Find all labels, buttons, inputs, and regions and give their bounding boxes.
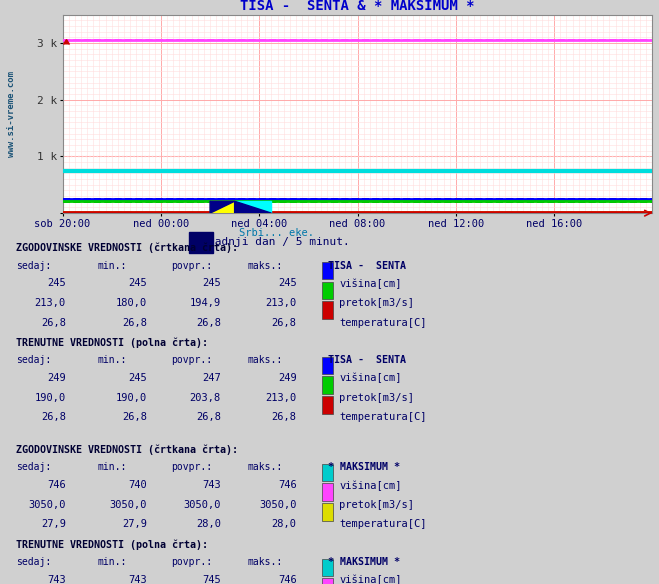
- Text: 746: 746: [278, 575, 297, 584]
- Text: višina[cm]: višina[cm]: [339, 480, 402, 491]
- Text: višina[cm]: višina[cm]: [339, 373, 402, 384]
- Text: višina[cm]: višina[cm]: [339, 279, 402, 288]
- Text: maks.:: maks.:: [247, 356, 282, 366]
- Text: 245: 245: [47, 279, 66, 288]
- Text: 180,0: 180,0: [116, 298, 147, 308]
- Polygon shape: [235, 201, 272, 213]
- Text: ZGODOVINSKE VREDNOSTI (črtkana črta):: ZGODOVINSKE VREDNOSTI (črtkana črta):: [16, 242, 239, 253]
- Text: povpr.:: povpr.:: [171, 356, 212, 366]
- Text: 245: 245: [129, 279, 147, 288]
- Text: 245: 245: [278, 279, 297, 288]
- Text: 203,8: 203,8: [190, 393, 221, 403]
- Text: maks.:: maks.:: [247, 557, 282, 567]
- Text: povpr.:: povpr.:: [171, 557, 212, 567]
- Text: * MAKSIMUM *: * MAKSIMUM *: [328, 557, 400, 567]
- Title: TISA -  SENTA & * MAKSIMUM *: TISA - SENTA & * MAKSIMUM *: [241, 0, 474, 13]
- Text: 740: 740: [129, 480, 147, 490]
- Text: višina[cm]: višina[cm]: [339, 575, 402, 584]
- Text: 743: 743: [47, 575, 66, 584]
- Text: temperatura[C]: temperatura[C]: [339, 412, 427, 422]
- Text: ZGODOVINSKE VREDNOSTI (črtkana črta):: ZGODOVINSKE VREDNOSTI (črtkana črta):: [16, 444, 239, 455]
- Text: sedaj:: sedaj:: [16, 260, 51, 270]
- Text: sedaj:: sedaj:: [16, 557, 51, 567]
- Text: 28,0: 28,0: [272, 519, 297, 530]
- Text: 3050,0: 3050,0: [259, 500, 297, 510]
- Text: min.:: min.:: [98, 356, 127, 366]
- Text: sedaj:: sedaj:: [16, 463, 51, 472]
- Text: 743: 743: [129, 575, 147, 584]
- Text: 213,0: 213,0: [35, 298, 66, 308]
- Text: 26,8: 26,8: [272, 318, 297, 328]
- Text: TRENUTNE VREDNOSTI (polna črta):: TRENUTNE VREDNOSTI (polna črta):: [16, 539, 208, 550]
- Text: 743: 743: [202, 480, 221, 490]
- Text: 245: 245: [129, 373, 147, 383]
- Text: 745: 745: [202, 575, 221, 584]
- Text: 3050,0: 3050,0: [28, 500, 66, 510]
- Text: 27,9: 27,9: [41, 519, 66, 530]
- Polygon shape: [210, 201, 235, 213]
- Text: 249: 249: [47, 373, 66, 383]
- Text: 213,0: 213,0: [266, 393, 297, 403]
- Polygon shape: [235, 201, 272, 213]
- Text: min.:: min.:: [98, 463, 127, 472]
- Text: sedaj:: sedaj:: [16, 356, 51, 366]
- Text: 194,9: 194,9: [190, 298, 221, 308]
- Text: povpr.:: povpr.:: [171, 260, 212, 270]
- Text: min.:: min.:: [98, 260, 127, 270]
- Text: TISA -  SENTA: TISA - SENTA: [328, 260, 406, 270]
- Text: povpr.:: povpr.:: [171, 463, 212, 472]
- Text: 3050,0: 3050,0: [109, 500, 147, 510]
- Text: Srbi... eke.: Srbi... eke.: [239, 228, 314, 238]
- Text: * MAKSIMUM *: * MAKSIMUM *: [328, 463, 400, 472]
- Text: 190,0: 190,0: [35, 393, 66, 403]
- Text: TRENUTNE VREDNOSTI (polna črta):: TRENUTNE VREDNOSTI (polna črta):: [16, 337, 208, 347]
- Text: pretok[m3/s]: pretok[m3/s]: [339, 298, 415, 308]
- Text: 746: 746: [47, 480, 66, 490]
- Text: 26,8: 26,8: [41, 412, 66, 422]
- Text: zadnji dan / 5 minut.: zadnji dan / 5 minut.: [208, 237, 349, 247]
- Text: 26,8: 26,8: [196, 318, 221, 328]
- Text: 3050,0: 3050,0: [183, 500, 221, 510]
- Text: 249: 249: [278, 373, 297, 383]
- Text: 746: 746: [278, 480, 297, 490]
- Text: 26,8: 26,8: [41, 318, 66, 328]
- Text: min.:: min.:: [98, 557, 127, 567]
- Text: 213,0: 213,0: [266, 298, 297, 308]
- Text: pretok[m3/s]: pretok[m3/s]: [339, 393, 415, 403]
- Text: maks.:: maks.:: [247, 463, 282, 472]
- Text: temperatura[C]: temperatura[C]: [339, 519, 427, 530]
- Text: pretok[m3/s]: pretok[m3/s]: [339, 500, 415, 510]
- Text: temperatura[C]: temperatura[C]: [339, 318, 427, 328]
- Text: 26,8: 26,8: [196, 412, 221, 422]
- Text: 245: 245: [202, 279, 221, 288]
- Text: TISA -  SENTA: TISA - SENTA: [328, 356, 406, 366]
- Text: 190,0: 190,0: [116, 393, 147, 403]
- Text: maks.:: maks.:: [247, 260, 282, 270]
- Text: 28,0: 28,0: [196, 519, 221, 530]
- Text: 27,9: 27,9: [122, 519, 147, 530]
- Text: 26,8: 26,8: [122, 412, 147, 422]
- Text: 26,8: 26,8: [272, 412, 297, 422]
- Polygon shape: [210, 201, 235, 213]
- Text: www.si-vreme.com: www.si-vreme.com: [7, 71, 16, 157]
- Text: 26,8: 26,8: [122, 318, 147, 328]
- Text: 247: 247: [202, 373, 221, 383]
